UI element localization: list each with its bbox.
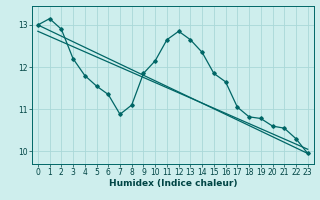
X-axis label: Humidex (Indice chaleur): Humidex (Indice chaleur) [108, 179, 237, 188]
